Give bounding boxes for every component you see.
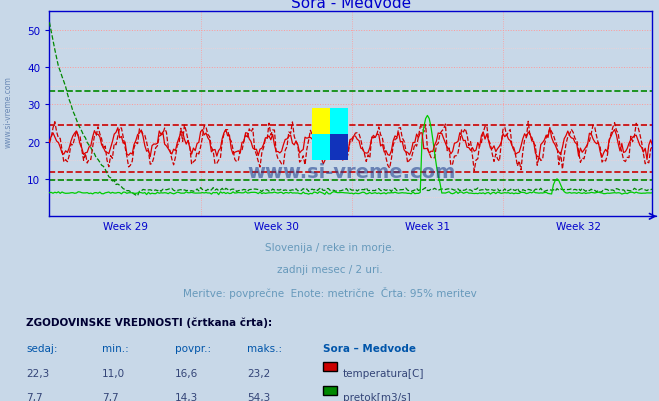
Text: temperatura[C]: temperatura[C]: [343, 368, 424, 378]
Text: zadnji mesec / 2 uri.: zadnji mesec / 2 uri.: [277, 265, 382, 275]
Text: 14,3: 14,3: [175, 392, 198, 401]
Bar: [312, 109, 348, 161]
Text: 54,3: 54,3: [247, 392, 270, 401]
Text: www.si-vreme.com: www.si-vreme.com: [3, 77, 13, 148]
Bar: [330, 135, 348, 161]
Text: www.si-vreme.com: www.si-vreme.com: [248, 162, 456, 181]
Text: 23,2: 23,2: [247, 368, 270, 378]
Text: sedaj:: sedaj:: [26, 343, 58, 353]
Text: Slovenija / reke in morje.: Slovenija / reke in morje.: [264, 243, 395, 253]
Text: povpr.:: povpr.:: [175, 343, 211, 353]
Text: 7,7: 7,7: [26, 392, 43, 401]
Text: ZGODOVINSKE VREDNOSTI (črtkana črta):: ZGODOVINSKE VREDNOSTI (črtkana črta):: [26, 317, 272, 327]
Text: pretok[m3/s]: pretok[m3/s]: [343, 392, 411, 401]
Text: Meritve: povprečne  Enote: metrične  Črta: 95% meritev: Meritve: povprečne Enote: metrične Črta:…: [183, 287, 476, 299]
Text: maks.:: maks.:: [247, 343, 282, 353]
Text: 11,0: 11,0: [102, 368, 125, 378]
Text: 7,7: 7,7: [102, 392, 119, 401]
Text: 16,6: 16,6: [175, 368, 198, 378]
Bar: [312, 109, 330, 135]
Text: min.:: min.:: [102, 343, 129, 353]
Text: Sora – Medvode: Sora – Medvode: [323, 343, 416, 353]
Text: 22,3: 22,3: [26, 368, 49, 378]
Title: Sora - Medvode: Sora - Medvode: [291, 0, 411, 11]
